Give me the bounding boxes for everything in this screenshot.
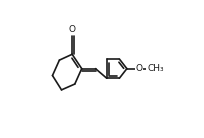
- Text: CH₃: CH₃: [147, 64, 164, 73]
- Text: O: O: [69, 25, 76, 34]
- Text: O: O: [136, 64, 143, 73]
